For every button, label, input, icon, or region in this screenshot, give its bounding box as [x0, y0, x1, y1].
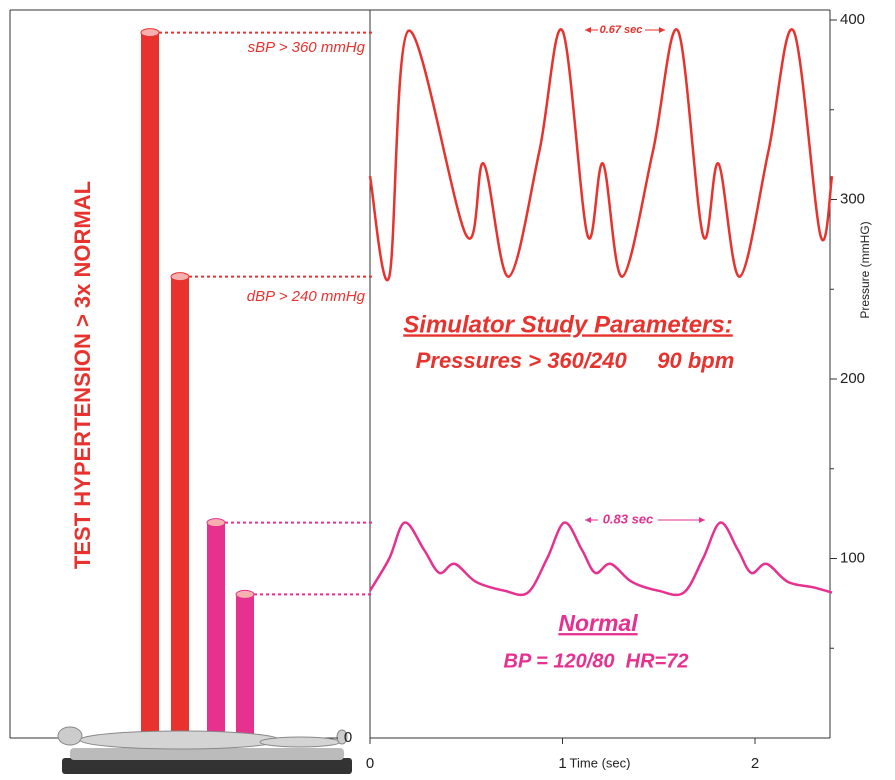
sim-title: Simulator Study Parameters:: [403, 311, 732, 338]
patient-figure: [57, 726, 352, 774]
x-tick-label: 2: [751, 755, 759, 772]
sim-params: Pressures > 360/240 90 bpm: [416, 348, 735, 373]
bar: [141, 32, 159, 738]
x-tick-label: 0: [366, 755, 374, 772]
chart-title: TEST HYPERTENSION > 3x NORMAL: [70, 181, 95, 569]
bar: [236, 594, 254, 738]
series-line: [368, 28, 834, 282]
x-axis-label: Time (sec): [570, 755, 631, 770]
bar-cap: [140, 28, 160, 38]
x-tick-label: 1: [558, 755, 566, 772]
period-sim-label: 0.67 sec: [600, 24, 643, 36]
bar-cap: [235, 589, 255, 599]
bar-cap: [170, 272, 190, 282]
period-normal: 0.83 sec: [585, 511, 705, 526]
bar-tick-label: 0: [344, 729, 352, 746]
y-axis-label: Pressure (mmHG): [858, 221, 872, 318]
dbp-label: dBP > 240 mmHg: [247, 288, 366, 305]
normal-params: BP = 120/80 HR=72: [504, 650, 689, 672]
period-normal-label: 0.83 sec: [603, 511, 654, 526]
y-tick-label: 100: [840, 549, 865, 566]
period-sim: 0.67 sec: [585, 24, 665, 36]
bar: [207, 522, 225, 738]
bar: [171, 276, 189, 738]
y-tick-label: 200: [840, 370, 865, 387]
series-line: [368, 521, 833, 597]
y-tick-label: 400: [840, 11, 865, 28]
bar-cap: [206, 518, 226, 528]
y-tick-label: 300: [840, 190, 865, 207]
normal-title: Normal: [558, 610, 638, 636]
sbp-label: sBP > 360 mmHg: [248, 39, 366, 56]
